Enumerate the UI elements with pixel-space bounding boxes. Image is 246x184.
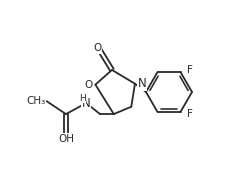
Text: H: H (79, 94, 86, 103)
Text: O: O (84, 80, 93, 90)
Text: N: N (82, 97, 91, 109)
Text: CH₃: CH₃ (27, 96, 46, 106)
Text: OH: OH (58, 134, 74, 144)
Text: O: O (93, 43, 101, 53)
Text: F: F (187, 65, 193, 75)
Text: F: F (187, 109, 193, 119)
Text: N: N (138, 77, 146, 90)
